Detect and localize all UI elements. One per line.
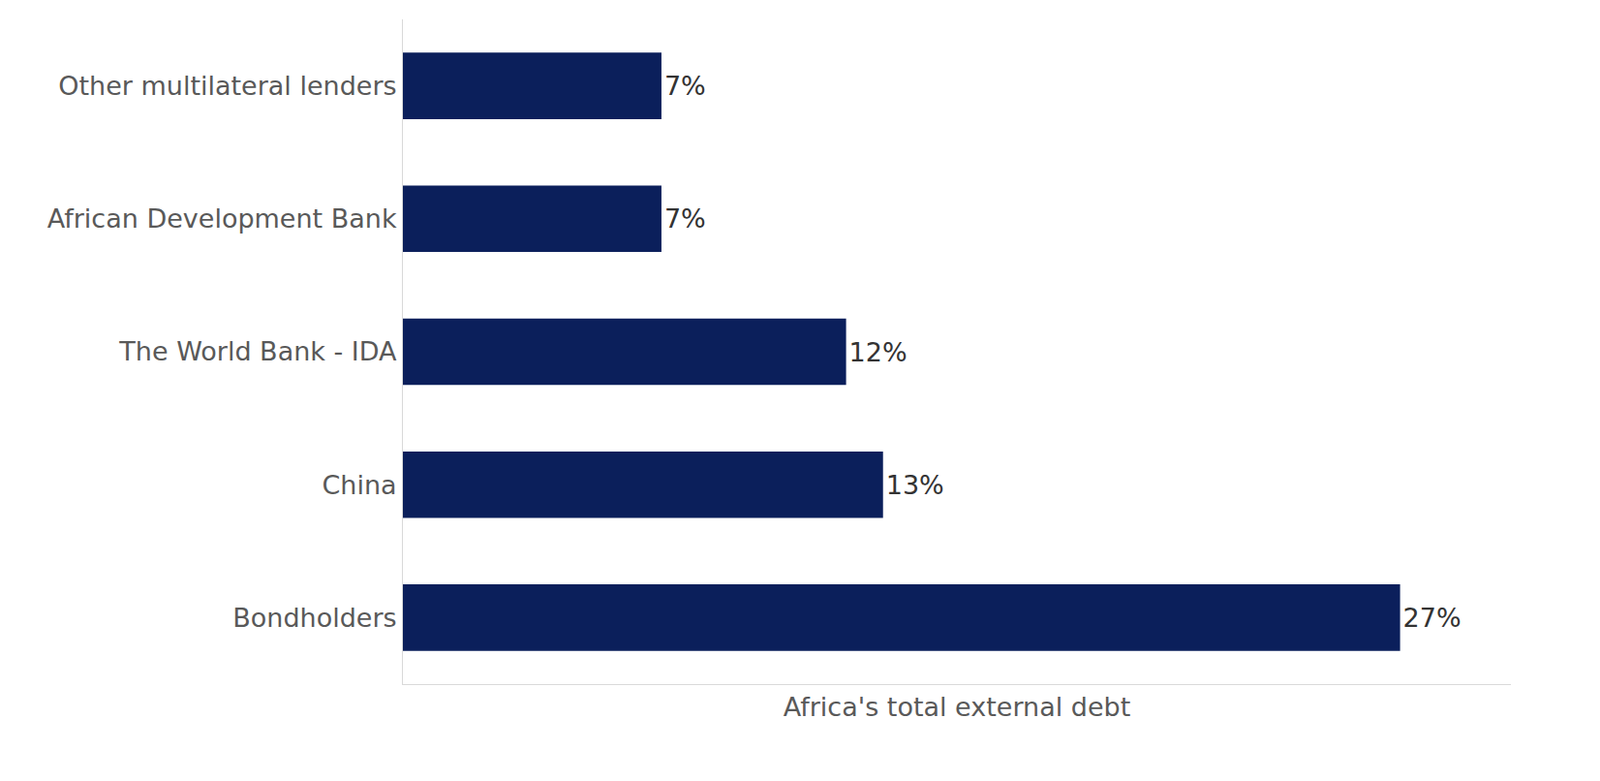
svg-text:7%: 7% [664, 70, 707, 101]
svg-text:African Development Bank: African Development Bank [47, 203, 398, 234]
svg-text:Bondholders: Bondholders [232, 602, 397, 633]
svg-text:7%: 7% [664, 203, 707, 234]
svg-text:Africa's total external debt: Africa's total external debt [783, 691, 1132, 722]
svg-text:Other multilateral lenders: Other multilateral lenders [58, 70, 397, 101]
svg-text:13%: 13% [886, 469, 945, 500]
svg-text:China: China [321, 469, 397, 500]
svg-text:12%: 12% [849, 337, 908, 368]
svg-text:The World Bank - IDA: The World Bank - IDA [118, 336, 398, 367]
svg-text:27%: 27% [1403, 602, 1462, 633]
